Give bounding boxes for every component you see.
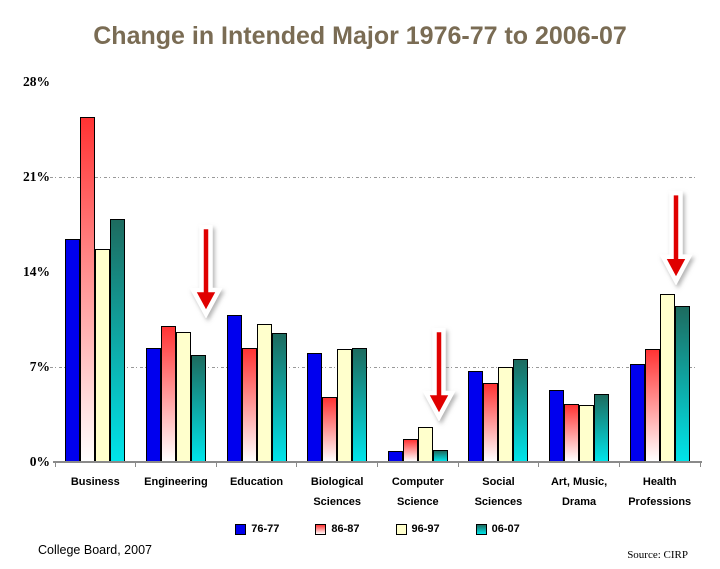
x-axis-tick [538,463,540,467]
y-axis-label-14: 14% [23,264,50,279]
category-label-social-sciences: Social Sciences [448,472,549,512]
bar-business-76-77 [65,239,81,462]
legend-swatch-icon [235,523,247,535]
x-axis-tick [54,463,56,467]
bar-biological-sciences-96-97 [337,349,353,462]
category-label-health-professions: Health Professions [609,472,710,512]
category-label-biological-sciences: Biological Sciences [287,472,388,512]
legend-label: 76-77 [251,523,280,535]
bar-education-76-77 [226,315,242,462]
category-label-line: Education [229,476,284,488]
x-axis-line [53,461,702,463]
category-label-line: Art, Music, [550,476,608,488]
gridline-7pct [50,366,698,368]
chart-legend: 76-77 86-87 96-97 06-07 [55,521,700,537]
bar-education-96-97 [256,323,272,462]
x-axis-tick [618,463,620,467]
category-label-line: Computer [391,476,444,488]
bar-engineering-76-77 [145,348,161,462]
y-axis-label-28: 28% [23,74,50,89]
category-label-line: Biological [310,476,364,488]
x-axis-tick [135,463,137,467]
category-label-computer-science: Computer Science [368,472,469,512]
bar-computer-science-96-97 [417,426,433,462]
category-label-line: Business [70,476,120,488]
x-axis-tick [296,463,298,467]
x-axis-tick [215,463,217,467]
category-label-education: Education [206,472,307,492]
bar-computer-science-86-87 [402,438,418,462]
y-axis-label-0: 0% [29,454,50,469]
decline-arrow-computer-science-icon [422,327,456,421]
bar-biological-sciences-06-07 [352,348,368,462]
gridline-21pct [50,176,698,178]
x-axis-tick [457,463,459,467]
x-axis-tick [699,463,701,467]
bar-social-sciences-96-97 [498,367,514,462]
category-label-line: Health [642,476,677,488]
category-label-line: Drama [561,496,597,508]
legend-label: 06-07 [491,523,520,535]
category-label-line: Science [397,496,439,508]
legend-swatch-icon [315,523,327,535]
bar-social-sciences-06-07 [513,358,529,462]
category-label-art-music-drama: Art, Music, Drama [529,472,630,512]
category-label-line: Professions [628,496,692,508]
bar-art-music-drama-06-07 [594,394,610,462]
bar-business-06-07 [110,219,126,462]
bar-social-sciences-86-87 [483,383,499,462]
legend-item-96-97: 96-97 [395,523,440,535]
y-axis-label-21: 21% [23,169,50,184]
footer-source: Source: CIRP [627,549,688,561]
category-label-business: Business [45,472,146,492]
bar-biological-sciences-76-77 [307,353,323,462]
y-axis-label-7: 7% [29,359,50,374]
legend-label: 86-87 [331,523,360,535]
bar-biological-sciences-86-87 [322,396,338,462]
category-label-line: Sciences [474,496,523,508]
decline-arrow-engineering-icon [189,224,223,318]
bar-engineering-96-97 [175,331,191,462]
bar-business-96-97 [95,248,111,462]
decline-arrow-health-professions-icon [659,190,693,285]
legend-swatch-icon [475,523,487,535]
bar-health-professions-06-07 [674,305,690,462]
category-label-line: Social [482,476,515,488]
bar-health-professions-96-97 [659,293,675,462]
bar-health-professions-86-87 [644,349,660,462]
bar-social-sciences-76-77 [468,371,484,462]
legend-label: 96-97 [411,523,440,535]
chart-title: Change in Intended Major 1976-77 to 2006… [93,22,627,50]
bar-business-86-87 [80,117,96,462]
bar-health-professions-76-77 [629,364,645,462]
bar-engineering-86-87 [160,326,176,462]
bar-art-music-drama-86-87 [564,403,580,462]
bar-art-music-drama-96-97 [579,405,595,462]
bar-education-06-07 [271,333,287,462]
bar-education-86-87 [241,348,257,462]
category-label-line: Sciences [313,496,362,508]
legend-item-06-07: 06-07 [475,523,520,535]
legend-item-76-77: 76-77 [235,523,279,535]
legend-item-86-87: 86-87 [315,523,360,535]
footer-attribution: College Board, 2007 [38,543,152,557]
category-label-engineering: Engineering [126,472,227,492]
bar-engineering-06-07 [190,354,206,462]
legend-swatch-icon [395,523,407,535]
x-axis-tick [377,463,378,467]
category-label-line: Engineering [144,476,208,488]
bar-art-music-drama-76-77 [549,390,565,462]
